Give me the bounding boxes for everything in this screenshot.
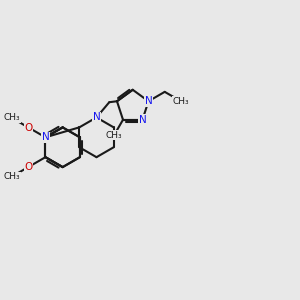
Text: N: N xyxy=(145,96,152,106)
Text: O: O xyxy=(25,123,33,133)
Text: CH₃: CH₃ xyxy=(106,131,122,140)
Text: N: N xyxy=(139,115,146,125)
Text: CH₃: CH₃ xyxy=(4,113,20,122)
Text: N: N xyxy=(42,132,49,142)
Text: CH₃: CH₃ xyxy=(4,172,20,181)
Text: CH₃: CH₃ xyxy=(173,97,189,106)
Text: O: O xyxy=(25,162,33,172)
Text: N: N xyxy=(93,112,101,122)
